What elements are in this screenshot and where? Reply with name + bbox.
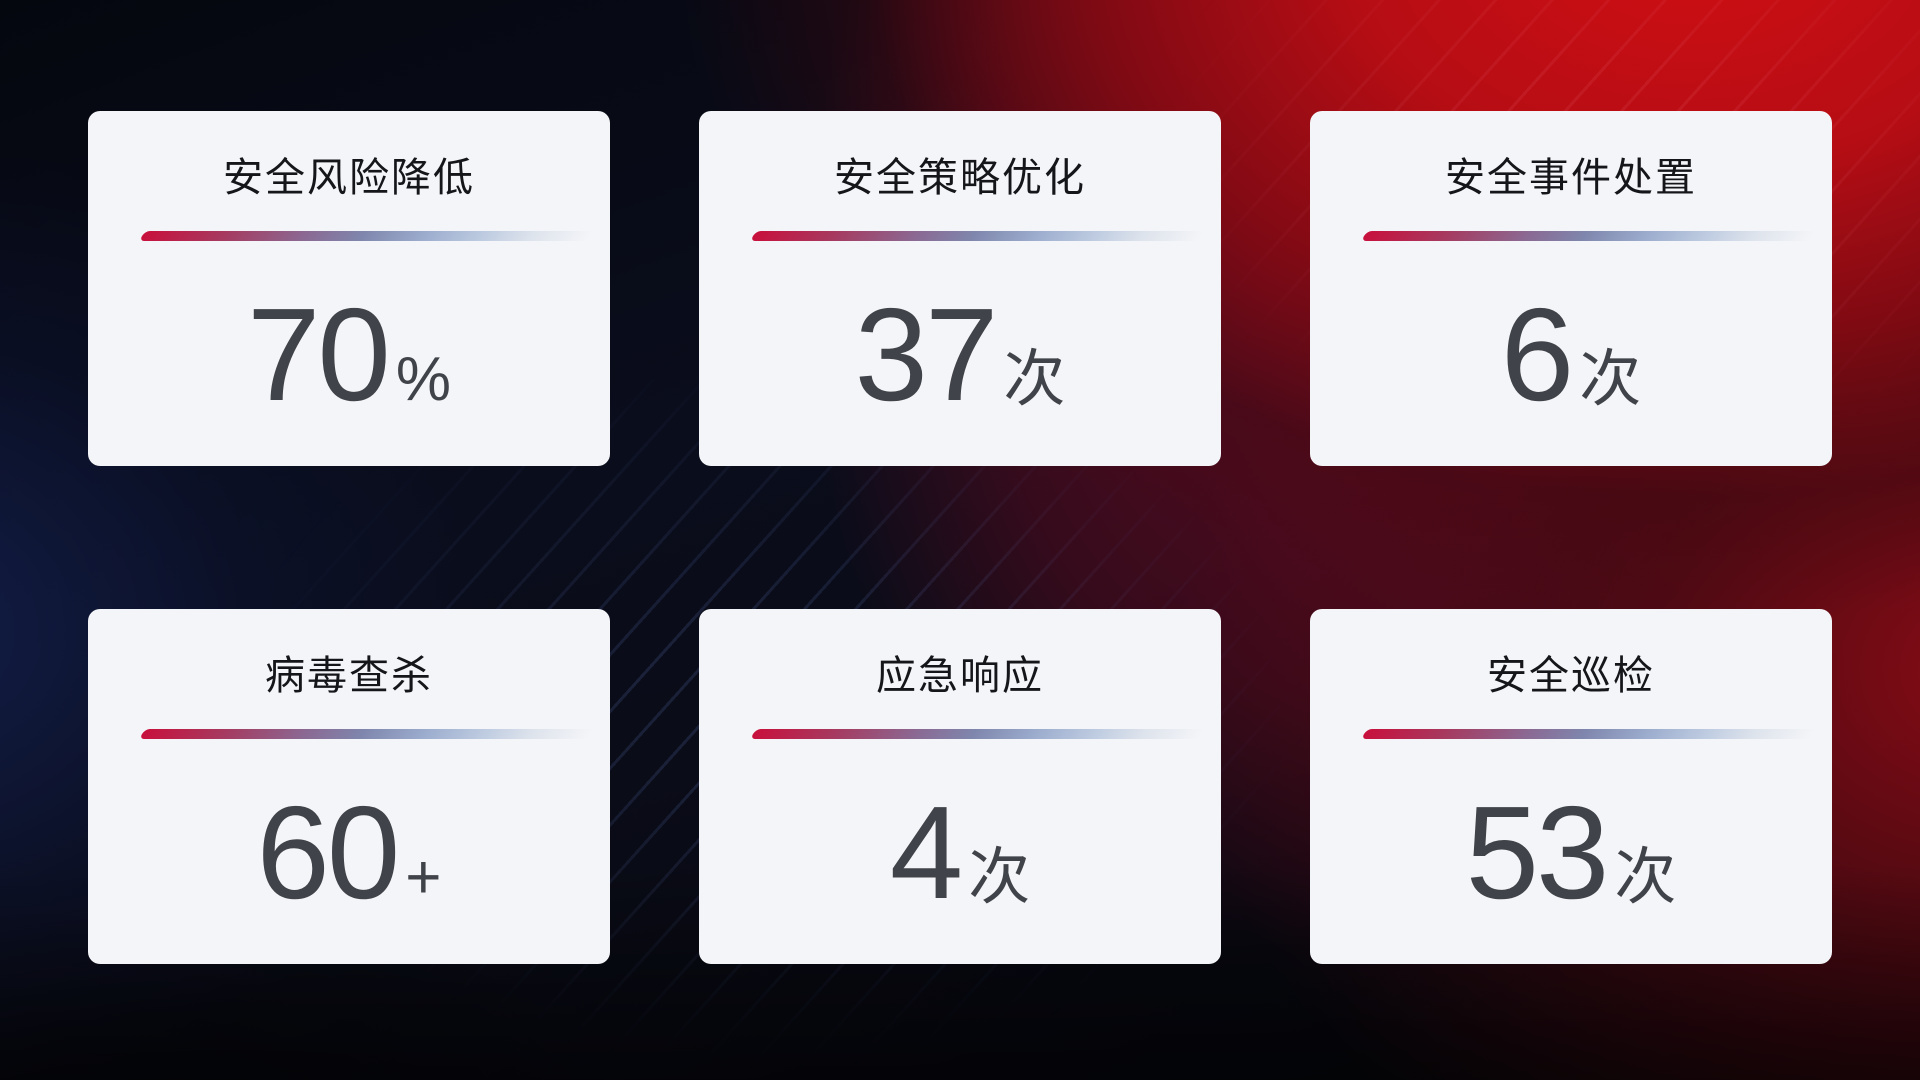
stat-unit: 次	[968, 843, 1031, 912]
stat-card-incident-handling: 安全事件处置 6 次	[1310, 111, 1832, 466]
stat-unit: 次	[1614, 843, 1677, 912]
gradient-divider-line	[139, 729, 603, 739]
stat-unit: 次	[1579, 345, 1642, 414]
stat-value-row: 60 +	[88, 787, 610, 919]
stat-value-row: 4 次	[699, 787, 1221, 919]
stat-card-emergency-response: 应急响应 4 次	[699, 609, 1221, 964]
stat-value: 60	[256, 779, 400, 926]
gradient-divider-line	[750, 729, 1214, 739]
stat-value: 37	[854, 281, 999, 428]
card-title: 安全策略优化	[834, 156, 1086, 200]
stat-card-policy-optimization: 安全策略优化 37 次	[699, 111, 1221, 466]
gradient-divider-line	[1361, 231, 1825, 241]
card-title: 安全风险降低	[223, 156, 475, 200]
card-title: 安全巡检	[1487, 654, 1655, 698]
stat-value-row: 70 %	[88, 289, 610, 421]
stats-grid: 安全风险降低 70 % 安全策略优化 37 次 安全事件处置 6 次 病毒查杀 …	[88, 111, 1832, 964]
stat-unit: %	[395, 345, 451, 414]
gradient-divider-line	[750, 231, 1214, 241]
stat-card-risk-reduction: 安全风险降低 70 %	[88, 111, 610, 466]
stat-value: 6	[1500, 281, 1574, 428]
card-title: 病毒查杀	[265, 654, 433, 698]
stat-card-virus-scan: 病毒查杀 60 +	[88, 609, 610, 964]
stat-card-security-inspection: 安全巡检 53 次	[1310, 609, 1832, 964]
stat-value: 53	[1465, 779, 1610, 926]
stat-unit: 次	[1003, 345, 1066, 414]
stat-value-row: 6 次	[1310, 289, 1832, 421]
stat-value-row: 53 次	[1310, 787, 1832, 919]
stat-value: 4	[889, 779, 963, 926]
gradient-divider-line	[139, 231, 603, 241]
card-title: 安全事件处置	[1445, 156, 1697, 200]
stat-value-row: 37 次	[699, 289, 1221, 421]
card-title: 应急响应	[876, 654, 1044, 698]
gradient-divider-line	[1361, 729, 1825, 739]
stat-value: 70	[247, 281, 391, 428]
stat-unit: +	[405, 843, 442, 912]
